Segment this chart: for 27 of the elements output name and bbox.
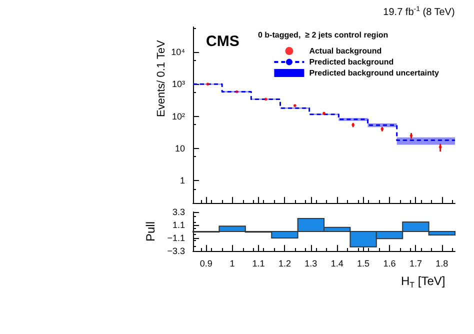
y-tick-label: 10²: [172, 111, 185, 122]
x-tick-label: 0.9: [200, 258, 212, 268]
x-tick-label: 1.3: [304, 258, 318, 268]
x-tick-label: 1.7: [409, 258, 422, 268]
y-tick-label: 3.3: [172, 207, 185, 217]
y-axis-title: Events/ 0.1 TeV: [156, 39, 168, 117]
legend-title: 0 b-tagged, ≥ 2 jets control region: [258, 30, 388, 40]
y-tick-label: 10³: [172, 79, 185, 90]
x-tick-label: 1.2: [278, 258, 291, 268]
y-tick-label: 1: [180, 176, 185, 186]
legend-label: Predicted background: [309, 58, 394, 66]
x-tick-label: 1.6: [383, 258, 396, 268]
y-tick-label: 10⁴: [171, 47, 186, 58]
x-tick-label: 1.4: [330, 258, 344, 268]
y-tick-label: 10: [174, 143, 185, 154]
x-tick-label: 1.1: [252, 258, 265, 268]
legend-label: Actual background: [309, 46, 382, 56]
y-axis-title: Pull: [143, 221, 158, 242]
legend-label: Predicted background uncertainty: [309, 68, 440, 78]
y-tick-label: 1.1: [172, 220, 185, 230]
x-tick-label: 1: [230, 258, 235, 268]
y-tick-label: −3.3: [167, 246, 185, 256]
y-tick-label: −1.1: [167, 233, 185, 243]
x-tick-label: 1.5: [357, 258, 370, 268]
annotation: CMS: [206, 33, 240, 50]
x-tick-label: 1.8: [436, 258, 448, 268]
point: [438, 146, 442, 149]
